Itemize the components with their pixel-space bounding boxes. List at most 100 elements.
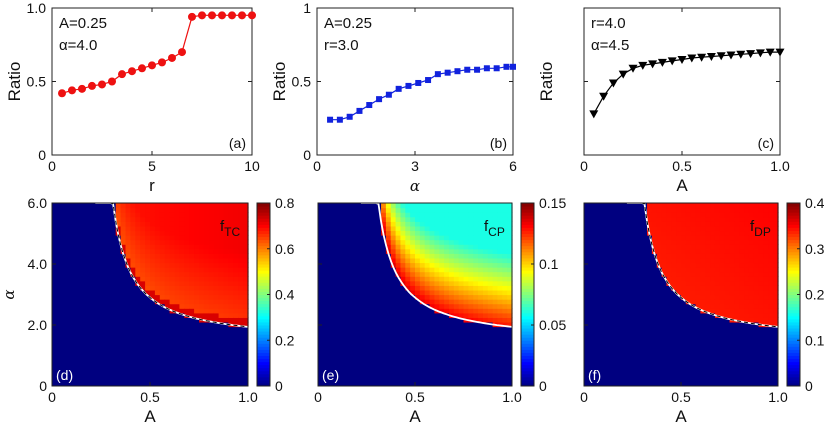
heatmap-cell: [671, 285, 677, 291]
heatmap-cell: [218, 294, 225, 300]
heatmap-cell: [424, 294, 431, 300]
heatmap-cell: [695, 244, 701, 250]
heatmap-cell: [164, 294, 171, 300]
heatmap-cell: [507, 317, 513, 323]
heatmap-cell: [218, 299, 225, 305]
heatmap-cell: [478, 221, 484, 227]
colorbar-segment: [521, 370, 534, 375]
heatmap-cell: [130, 207, 136, 213]
heatmap-cell: [439, 303, 445, 309]
colorbar-segment: [521, 346, 534, 350]
heatmap-cell: [410, 225, 416, 232]
colorbar-segment: [257, 349, 270, 353]
heatmap-cell: [213, 212, 220, 218]
heatmap-cell: [145, 276, 151, 282]
heatmap-cell: [744, 312, 750, 318]
heatmap-cell: [444, 248, 450, 254]
heatmap-cell: [439, 235, 445, 241]
heatmap-cell: [473, 225, 479, 232]
heatmap-cell: [714, 257, 721, 264]
heatmap-cell: [154, 285, 161, 291]
heatmap-cell: [400, 235, 406, 241]
heatmap-cell: [758, 308, 765, 314]
x-tick-label: 0.5: [671, 389, 691, 405]
colorbar-segment: [521, 300, 534, 305]
heatmap-cell: [415, 207, 421, 213]
y-tick-label: 1.0: [27, 0, 47, 16]
heatmap-cell: [744, 276, 750, 282]
heatmap-cell: [719, 230, 726, 236]
colorbar-segment: [521, 230, 534, 234]
heatmap-cell: [744, 299, 750, 305]
heatmap-cell: [400, 212, 406, 218]
heatmap-cell: [453, 276, 460, 282]
heatmap-cell: [154, 203, 161, 209]
heatmap-cell: [478, 203, 484, 209]
heatmap-cell: [690, 221, 697, 227]
heatmap-cell: [502, 235, 508, 241]
heatmap-cell: [487, 294, 494, 300]
heatmap-cell: [194, 257, 200, 264]
heatmap-cell: [199, 257, 205, 264]
colorbar-segment: [787, 340, 800, 344]
heatmap-cell: [661, 271, 668, 277]
heatmap-cell: [719, 253, 726, 259]
heatmap-cell: [434, 299, 440, 305]
heatmap-cell: [150, 207, 156, 213]
heatmap-cell: [223, 262, 229, 268]
heatmap-cell: [492, 257, 499, 264]
colorbar-segment: [787, 267, 800, 271]
heatmap-cell: [228, 271, 234, 277]
heatmap-cell: [228, 294, 234, 300]
heatmap-cell: [773, 294, 779, 300]
heatmap-cell: [135, 225, 141, 232]
heatmap-cell: [666, 203, 672, 209]
heatmap-cell: [429, 203, 435, 209]
heatmap-cell: [492, 244, 499, 250]
heatmap-cell: [174, 280, 180, 286]
heatmap-cell: [700, 207, 706, 213]
heatmap-cell: [468, 239, 474, 245]
heatmap-cell: [405, 253, 411, 259]
heatmap-cell: [497, 212, 503, 218]
heatmap-cell: [218, 276, 225, 282]
data-point: [385, 91, 392, 98]
heatmap-cell: [385, 207, 392, 213]
colorbar-segment: [521, 285, 534, 289]
heatmap-cell: [179, 230, 185, 236]
heatmap-cell: [453, 280, 460, 286]
heatmap-cell: [194, 262, 200, 268]
heatmap-cell: [763, 317, 769, 323]
heatmap-cell: [415, 239, 421, 245]
heatmap-cell: [223, 230, 229, 236]
heatmap-cell: [748, 312, 755, 318]
heatmap-cell: [150, 280, 156, 286]
heatmap-cell: [695, 285, 701, 291]
heatmap-cell: [415, 285, 421, 291]
heatmap-cell: [213, 225, 220, 232]
heatmap-cell: [705, 244, 711, 250]
heatmap-cell: [458, 212, 465, 218]
heatmap-cell: [758, 221, 765, 227]
heatmap-cell: [448, 244, 455, 250]
heatmap-cell: [468, 267, 474, 273]
heatmap-cell: [719, 312, 726, 318]
heatmap-cell: [434, 225, 440, 232]
heatmap-cell: [145, 235, 151, 241]
heatmap-cell: [502, 262, 508, 268]
heatmap-cell: [424, 244, 431, 250]
data-point: [98, 80, 106, 89]
heatmap-cell: [507, 280, 513, 286]
heatmap-cell: [763, 303, 769, 309]
heatmap-cell: [492, 312, 499, 318]
heatmap-cell: [768, 276, 774, 282]
heatmap-cell: [671, 271, 677, 277]
heatmap-cell: [695, 253, 701, 259]
heatmap-cell: [729, 285, 735, 291]
heatmap-cell: [458, 312, 465, 318]
heatmap-cell: [159, 253, 166, 259]
heatmap-cell: [478, 225, 484, 232]
heatmap-cell: [773, 230, 779, 236]
heatmap-cell: [748, 225, 755, 232]
heatmap-cell: [233, 248, 239, 254]
